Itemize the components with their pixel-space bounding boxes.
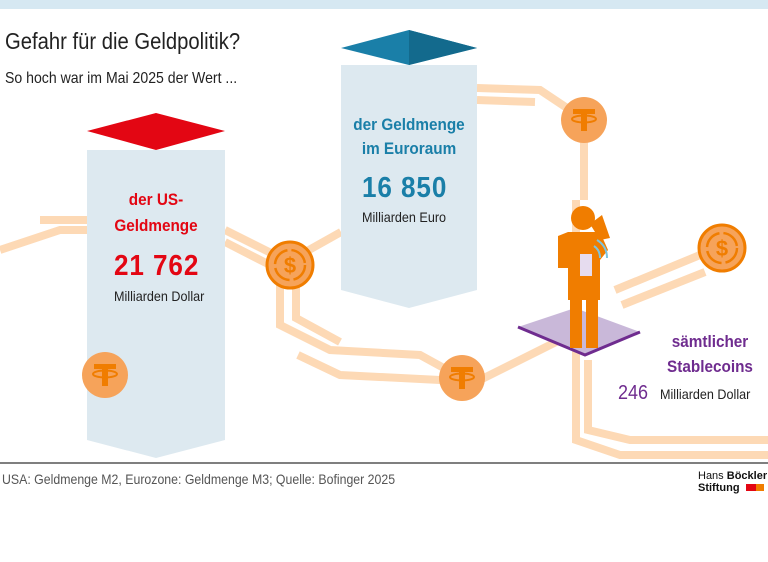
logo-mark bbox=[745, 484, 756, 491]
us-label-line2: Geldmenge bbox=[114, 216, 198, 235]
stablecoin-unit: Milliarden Dollar bbox=[660, 386, 751, 402]
euro-label-line2: im Euroraum bbox=[361, 139, 457, 158]
stablecoin-label-line2: Stablecoins bbox=[667, 357, 753, 376]
svg-text:$: $ bbox=[716, 236, 728, 261]
svg-text:$: $ bbox=[284, 253, 296, 278]
logo-text: Böckler bbox=[726, 470, 768, 482]
euro-money-column bbox=[341, 30, 477, 308]
tether-coin-icon bbox=[561, 97, 607, 143]
top-band bbox=[0, 0, 768, 9]
dollar-coin-icon: $ bbox=[265, 240, 315, 290]
logo-text: Stiftung bbox=[698, 482, 740, 494]
logo-text: Hans bbox=[698, 470, 727, 482]
tether-coin-icon bbox=[82, 352, 128, 398]
person-phone-icon bbox=[558, 206, 610, 348]
stablecoin-value: 246 bbox=[618, 382, 649, 404]
us-unit: Milliarden Dollar bbox=[114, 288, 205, 304]
stablecoin-label-line1: sämtlicher bbox=[671, 332, 749, 351]
page-subtitle: So hoch war im Mai 2025 der Wert ... bbox=[5, 70, 238, 87]
us-money-column bbox=[87, 113, 225, 458]
logo: Hans Böckler Stiftung bbox=[698, 470, 767, 494]
euro-value: 16 850 bbox=[362, 172, 448, 204]
euro-unit: Milliarden Euro bbox=[362, 209, 447, 225]
source-note: USA: Geldmenge M2, Eurozone: Geldmenge M… bbox=[2, 471, 396, 487]
euro-label-line1: der Geldmenge bbox=[353, 115, 465, 134]
page-title: Gefahr für die Geldpolitik? bbox=[5, 28, 241, 54]
us-value: 21 762 bbox=[114, 250, 200, 282]
dollar-coin-icon: $ bbox=[697, 223, 747, 273]
logo-mark bbox=[755, 484, 764, 491]
us-label-line1: der US- bbox=[128, 190, 184, 209]
tether-coin-icon bbox=[439, 355, 485, 401]
